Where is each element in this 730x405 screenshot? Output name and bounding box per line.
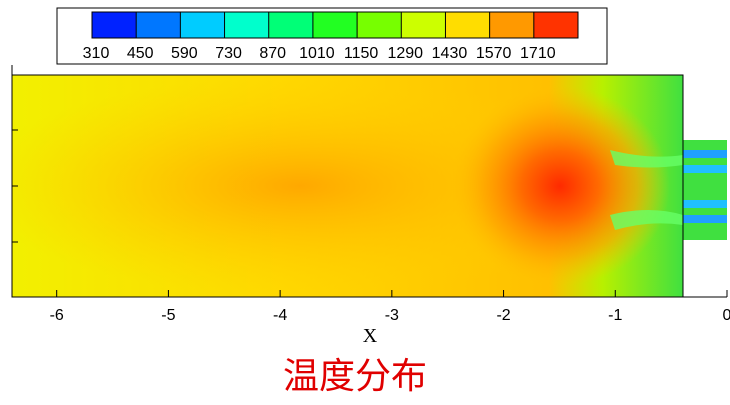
colorbar-segment	[357, 12, 402, 38]
caption: 温度分布	[283, 356, 427, 397]
colorbar-label: 1010	[299, 45, 335, 62]
colorbar-segment	[489, 12, 534, 38]
colorbar-label: 1150	[344, 45, 379, 62]
inlet	[683, 140, 727, 240]
x-tick-label: -1	[608, 307, 622, 324]
temperature-field	[12, 75, 683, 297]
x-tick-label: -5	[161, 307, 175, 324]
colorbar-segment	[92, 12, 137, 38]
colorbar-segment	[533, 12, 578, 38]
colorbar-label: 870	[259, 45, 286, 62]
y-axis	[11, 65, 18, 297]
colorbar-label: 450	[127, 45, 154, 62]
x-tick-label: 0	[723, 307, 730, 324]
x-axis-label: X	[363, 325, 378, 347]
colorbar-label: 590	[171, 45, 198, 62]
x-tick-label: -4	[273, 307, 287, 324]
colorbar-label: 310	[83, 45, 110, 62]
x-tick-label: -3	[385, 307, 399, 324]
colorbar-label: 1710	[520, 45, 556, 62]
x-tick-label: -2	[496, 307, 510, 324]
colorbar-segment	[312, 12, 358, 38]
colorbar-label: 1570	[476, 45, 512, 62]
colorbar-segment	[136, 12, 181, 38]
colorbar-segment	[445, 12, 490, 38]
colorbar-label: 730	[215, 45, 242, 62]
colorbar-border	[91, 11, 579, 39]
x-tick-label: -6	[50, 307, 64, 324]
colorbar-segment	[401, 12, 446, 38]
colorbar-segment	[180, 12, 225, 38]
colorbar-label: 1290	[387, 45, 423, 62]
colorbar-segment	[224, 12, 269, 38]
colorbar-segment	[268, 12, 313, 38]
colorbar-label: 1430	[432, 45, 468, 62]
